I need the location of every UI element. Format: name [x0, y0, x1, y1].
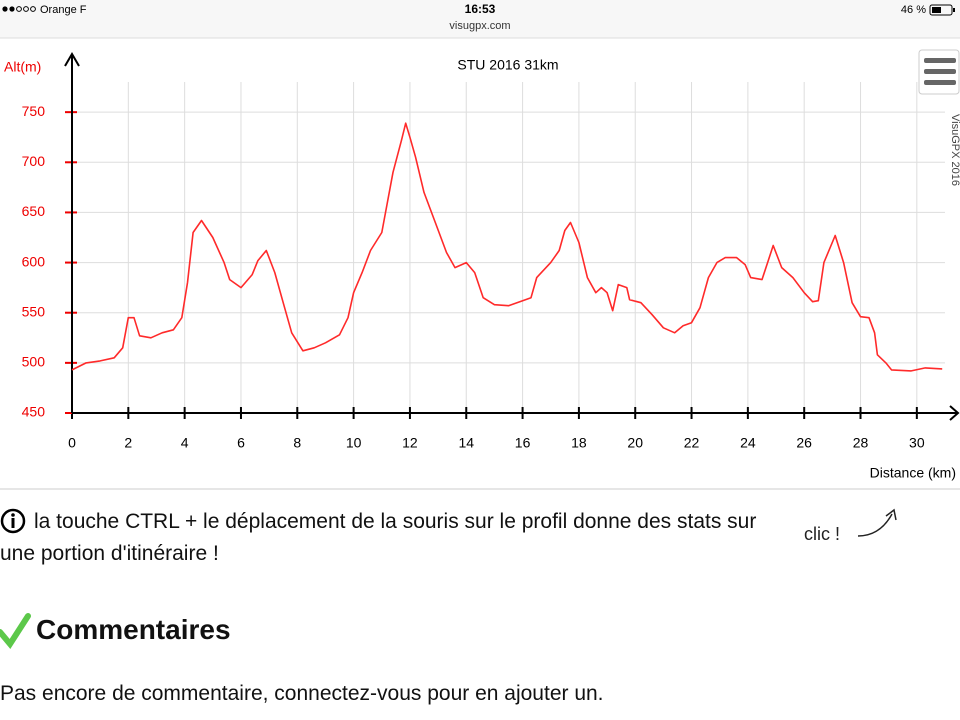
x-tick-label: 14: [458, 435, 474, 451]
x-axis-arrow: [949, 405, 960, 421]
comments-heading: Commentaires: [36, 614, 231, 645]
status-bar: [0, 0, 960, 38]
carrier: Orange F: [40, 4, 87, 16]
x-tick-label: 30: [909, 435, 925, 451]
info-icon: [0, 508, 26, 534]
y-axis-label: Alt(m): [4, 59, 41, 75]
x-tick-label: 20: [627, 435, 643, 451]
y-tick-label: 500: [22, 354, 46, 370]
x-tick-label: 22: [684, 435, 700, 451]
click-arrow: [857, 508, 897, 537]
x-axis-label: Distance (km): [870, 465, 956, 481]
y-axis-arrow: [64, 52, 80, 67]
y-tick-label: 600: [22, 253, 46, 269]
elevation-line: [71, 122, 943, 372]
x-tick-label: 6: [237, 435, 245, 451]
page-icons: [0, 508, 897, 650]
x-tick-label: 10: [346, 435, 362, 451]
menu-button[interactable]: [918, 49, 960, 95]
battery-text: 46 %: [901, 4, 926, 16]
x-tick-label: 24: [740, 435, 756, 451]
y-tick-label: 650: [22, 203, 46, 219]
x-tick-label: 16: [515, 435, 531, 451]
clock: 16:53: [465, 2, 496, 16]
y-tick-label: 450: [22, 404, 46, 420]
check-icon: [0, 613, 31, 650]
x-tick-label: 0: [68, 435, 76, 451]
url: visugpx.com: [449, 20, 510, 32]
y-tick-label: 550: [22, 303, 46, 319]
x-tick-label: 26: [796, 435, 812, 451]
comments-empty: Pas encore de commentaire, connectez-vou…: [0, 682, 604, 705]
watermark: VisuGPX 2016: [949, 114, 960, 186]
signal-dots: [2, 6, 36, 12]
screen-top: Orange F 16:53 visugpx.com 46 % VisuGPX …: [0, 0, 960, 490]
click-hint: clic !: [804, 524, 840, 544]
y-tick-label: 750: [22, 103, 46, 119]
x-tick-label: 28: [853, 435, 869, 451]
battery-icon: [929, 4, 955, 16]
chart-title: STU 2016 31km: [457, 57, 558, 73]
x-tick-label: 18: [571, 435, 587, 451]
x-tick-label: 12: [402, 435, 418, 451]
x-tick-label: 4: [181, 435, 189, 451]
y-tick-label: 700: [22, 153, 46, 169]
x-tick-label: 8: [293, 435, 301, 451]
x-tick-label: 2: [124, 435, 132, 451]
hint-text: la touche CTRL + le déplacement de la so…: [0, 510, 757, 565]
